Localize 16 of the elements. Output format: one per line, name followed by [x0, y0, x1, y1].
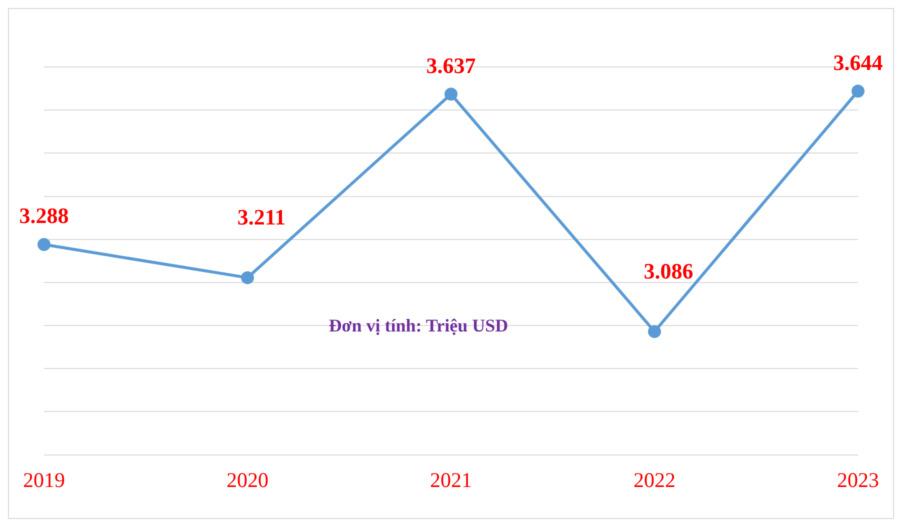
x-tick-label: 2020 — [226, 468, 268, 492]
point — [38, 238, 50, 252]
data-label: 3.288 — [19, 203, 69, 228]
x-tick-label: 2022 — [634, 468, 676, 492]
point — [852, 84, 864, 98]
point — [648, 325, 661, 338]
data-label: 3.637 — [426, 52, 476, 78]
point — [444, 88, 458, 101]
x-tick-label: 2023 — [837, 468, 879, 492]
annotation: Đơn vị tính: Triệu USD — [328, 315, 508, 336]
x-tick-label: 2019 — [23, 468, 65, 492]
data-label: 3.211 — [237, 204, 286, 230]
point — [241, 271, 254, 284]
x-tick-label: 2021 — [430, 468, 472, 492]
data-label: 3.644 — [833, 50, 883, 75]
data-label: 3.086 — [644, 258, 694, 284]
